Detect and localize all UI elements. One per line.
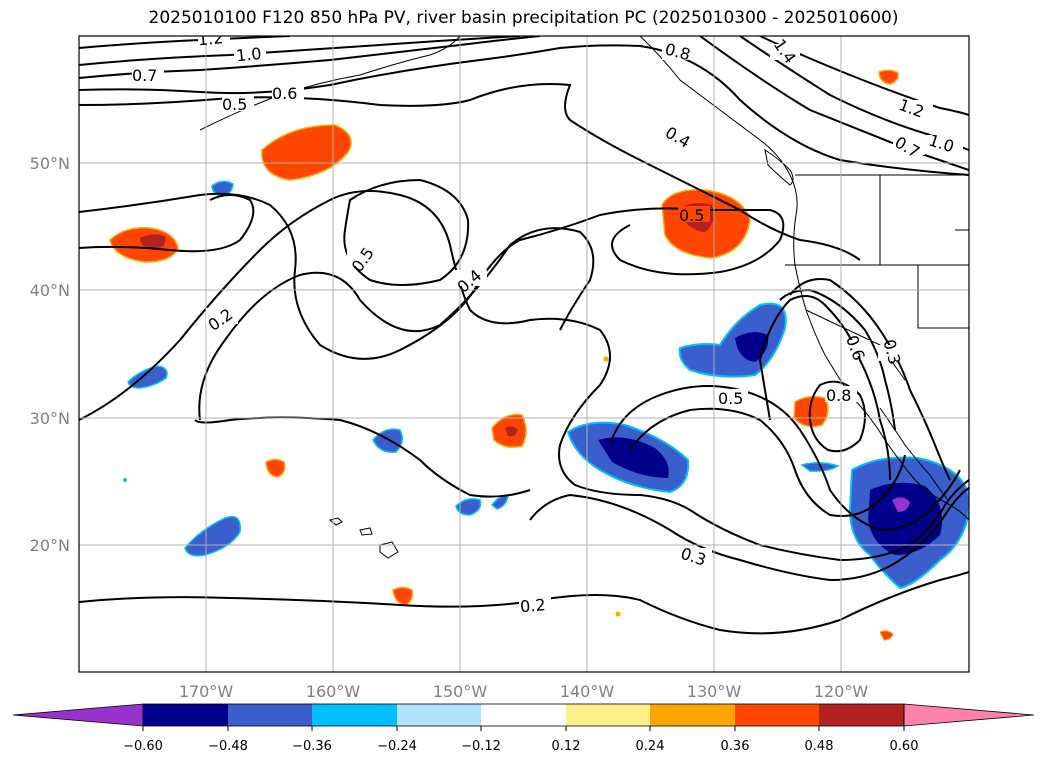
contour-line: [779, 288, 896, 431]
colorbar-tick-label: −0.12: [461, 739, 501, 754]
contour-label: 0.7: [132, 66, 157, 85]
map-frame: [78, 35, 970, 673]
colorbar-segment: [819, 704, 904, 726]
contour-line: [79, 190, 969, 562]
precip-blob: [505, 426, 518, 437]
lon-tick-label: 170°W: [179, 682, 234, 701]
colorbar-segment: [735, 704, 819, 726]
lat-tick-label: 40°N: [30, 281, 70, 300]
contour-line: [529, 487, 969, 582]
colorbar-tick-label: −0.48: [208, 739, 248, 754]
colorbar: −0.60 −0.48 −0.36 −0.24 −0.12 0.12 0.24 …: [12, 703, 1035, 754]
contour-label: 0.8: [826, 386, 851, 405]
precip-blob: [140, 234, 166, 250]
contour-label: 0.6: [272, 84, 297, 103]
hawaii: [328, 517, 399, 559]
lon-tick-label: 150°W: [433, 682, 488, 701]
contour-line: [79, 44, 969, 176]
precip-positive-blobs: [109, 69, 899, 641]
precip-blob: [879, 630, 894, 641]
lon-tick-label: 140°W: [560, 682, 615, 701]
colorbar-tick-label: 0.48: [805, 739, 834, 754]
colorbar-tick-label: 0.24: [636, 739, 665, 754]
lat-tick-label: 20°N: [30, 536, 70, 555]
contour-line: [629, 407, 906, 517]
colorbar-extend-max: [903, 703, 1035, 727]
north-america-west-coast: [639, 36, 969, 521]
contour-label: 1.0: [235, 44, 262, 66]
lon-tick-label: 160°W: [306, 682, 361, 701]
contour-label: 0.5: [718, 389, 743, 408]
lon-tick-label: 120°W: [814, 682, 869, 701]
precip-blob: [127, 365, 168, 389]
colorbar-segment: [143, 704, 228, 726]
contour-line: [343, 178, 470, 286]
precip-blob: [603, 356, 609, 362]
precip-blob: [868, 482, 943, 555]
colorbar-segment: [312, 704, 397, 726]
contour-label: 0.5: [679, 206, 704, 225]
colorbar-segment: [566, 704, 650, 726]
colorbar-tick-label: 0.36: [721, 739, 750, 754]
colorbar-tick-label: −0.60: [123, 739, 163, 754]
contour-line: [758, 295, 891, 481]
colorbar-tick-label: −0.24: [377, 739, 417, 754]
latitude-labels: 20°N 30°N 40°N 50°N: [30, 154, 70, 555]
map-plot-area: [79, 36, 969, 672]
contour-line: [198, 227, 595, 421]
precip-blob: [184, 515, 241, 557]
colorbar-segment: [650, 704, 735, 726]
precip-blob: [265, 458, 286, 478]
precip-blob: [261, 124, 352, 181]
contour-line: [79, 36, 521, 66]
gridlines: [79, 36, 969, 672]
pv-contours: [79, 36, 969, 635]
contour-line: [79, 571, 969, 635]
contour-line: [699, 36, 969, 171]
lat-tick-label: 50°N: [30, 154, 70, 173]
precip-blob: [735, 332, 769, 362]
precip-blob: [123, 478, 127, 482]
colorbar-segment: [481, 704, 566, 726]
contour-label: 0.2: [519, 595, 546, 616]
contour-line: [808, 380, 866, 453]
contour-line: [79, 192, 785, 360]
precip-blob: [392, 586, 414, 606]
colorbar-tick-label: −0.36: [292, 739, 332, 754]
contour-line: [194, 416, 531, 498]
colorbar-extend-min: [12, 703, 144, 727]
contour-line: [79, 194, 255, 253]
baja-california: [879, 407, 949, 501]
colorbar-tick-label: 0.60: [890, 739, 919, 754]
precip-negative-blobs: [123, 180, 969, 590]
contour-label: 0.5: [222, 95, 247, 114]
lat-tick-label: 30°N: [30, 409, 70, 428]
vancouver-island: [764, 148, 794, 186]
precip-blob: [878, 69, 899, 85]
contour-label: 1.2: [197, 28, 224, 49]
map-title: 2025010100 F120 850 hPa PV, river basin …: [148, 8, 899, 28]
precip-blob: [793, 395, 829, 428]
contour-line: [609, 385, 961, 532]
longitude-labels: 170°W 160°W 150°W 140°W 130°W 120°W: [179, 682, 869, 701]
colorbar-segment: [228, 704, 312, 726]
precip-blob: [892, 497, 910, 512]
us-state-border: [785, 174, 969, 381]
precip-blob: [598, 437, 669, 478]
contour-line: [79, 83, 861, 261]
colorbar-segment: [397, 704, 481, 726]
lon-tick-label: 130°W: [687, 682, 742, 701]
colorbar-tick-label: 0.12: [552, 739, 581, 754]
precip-blob: [615, 611, 621, 617]
